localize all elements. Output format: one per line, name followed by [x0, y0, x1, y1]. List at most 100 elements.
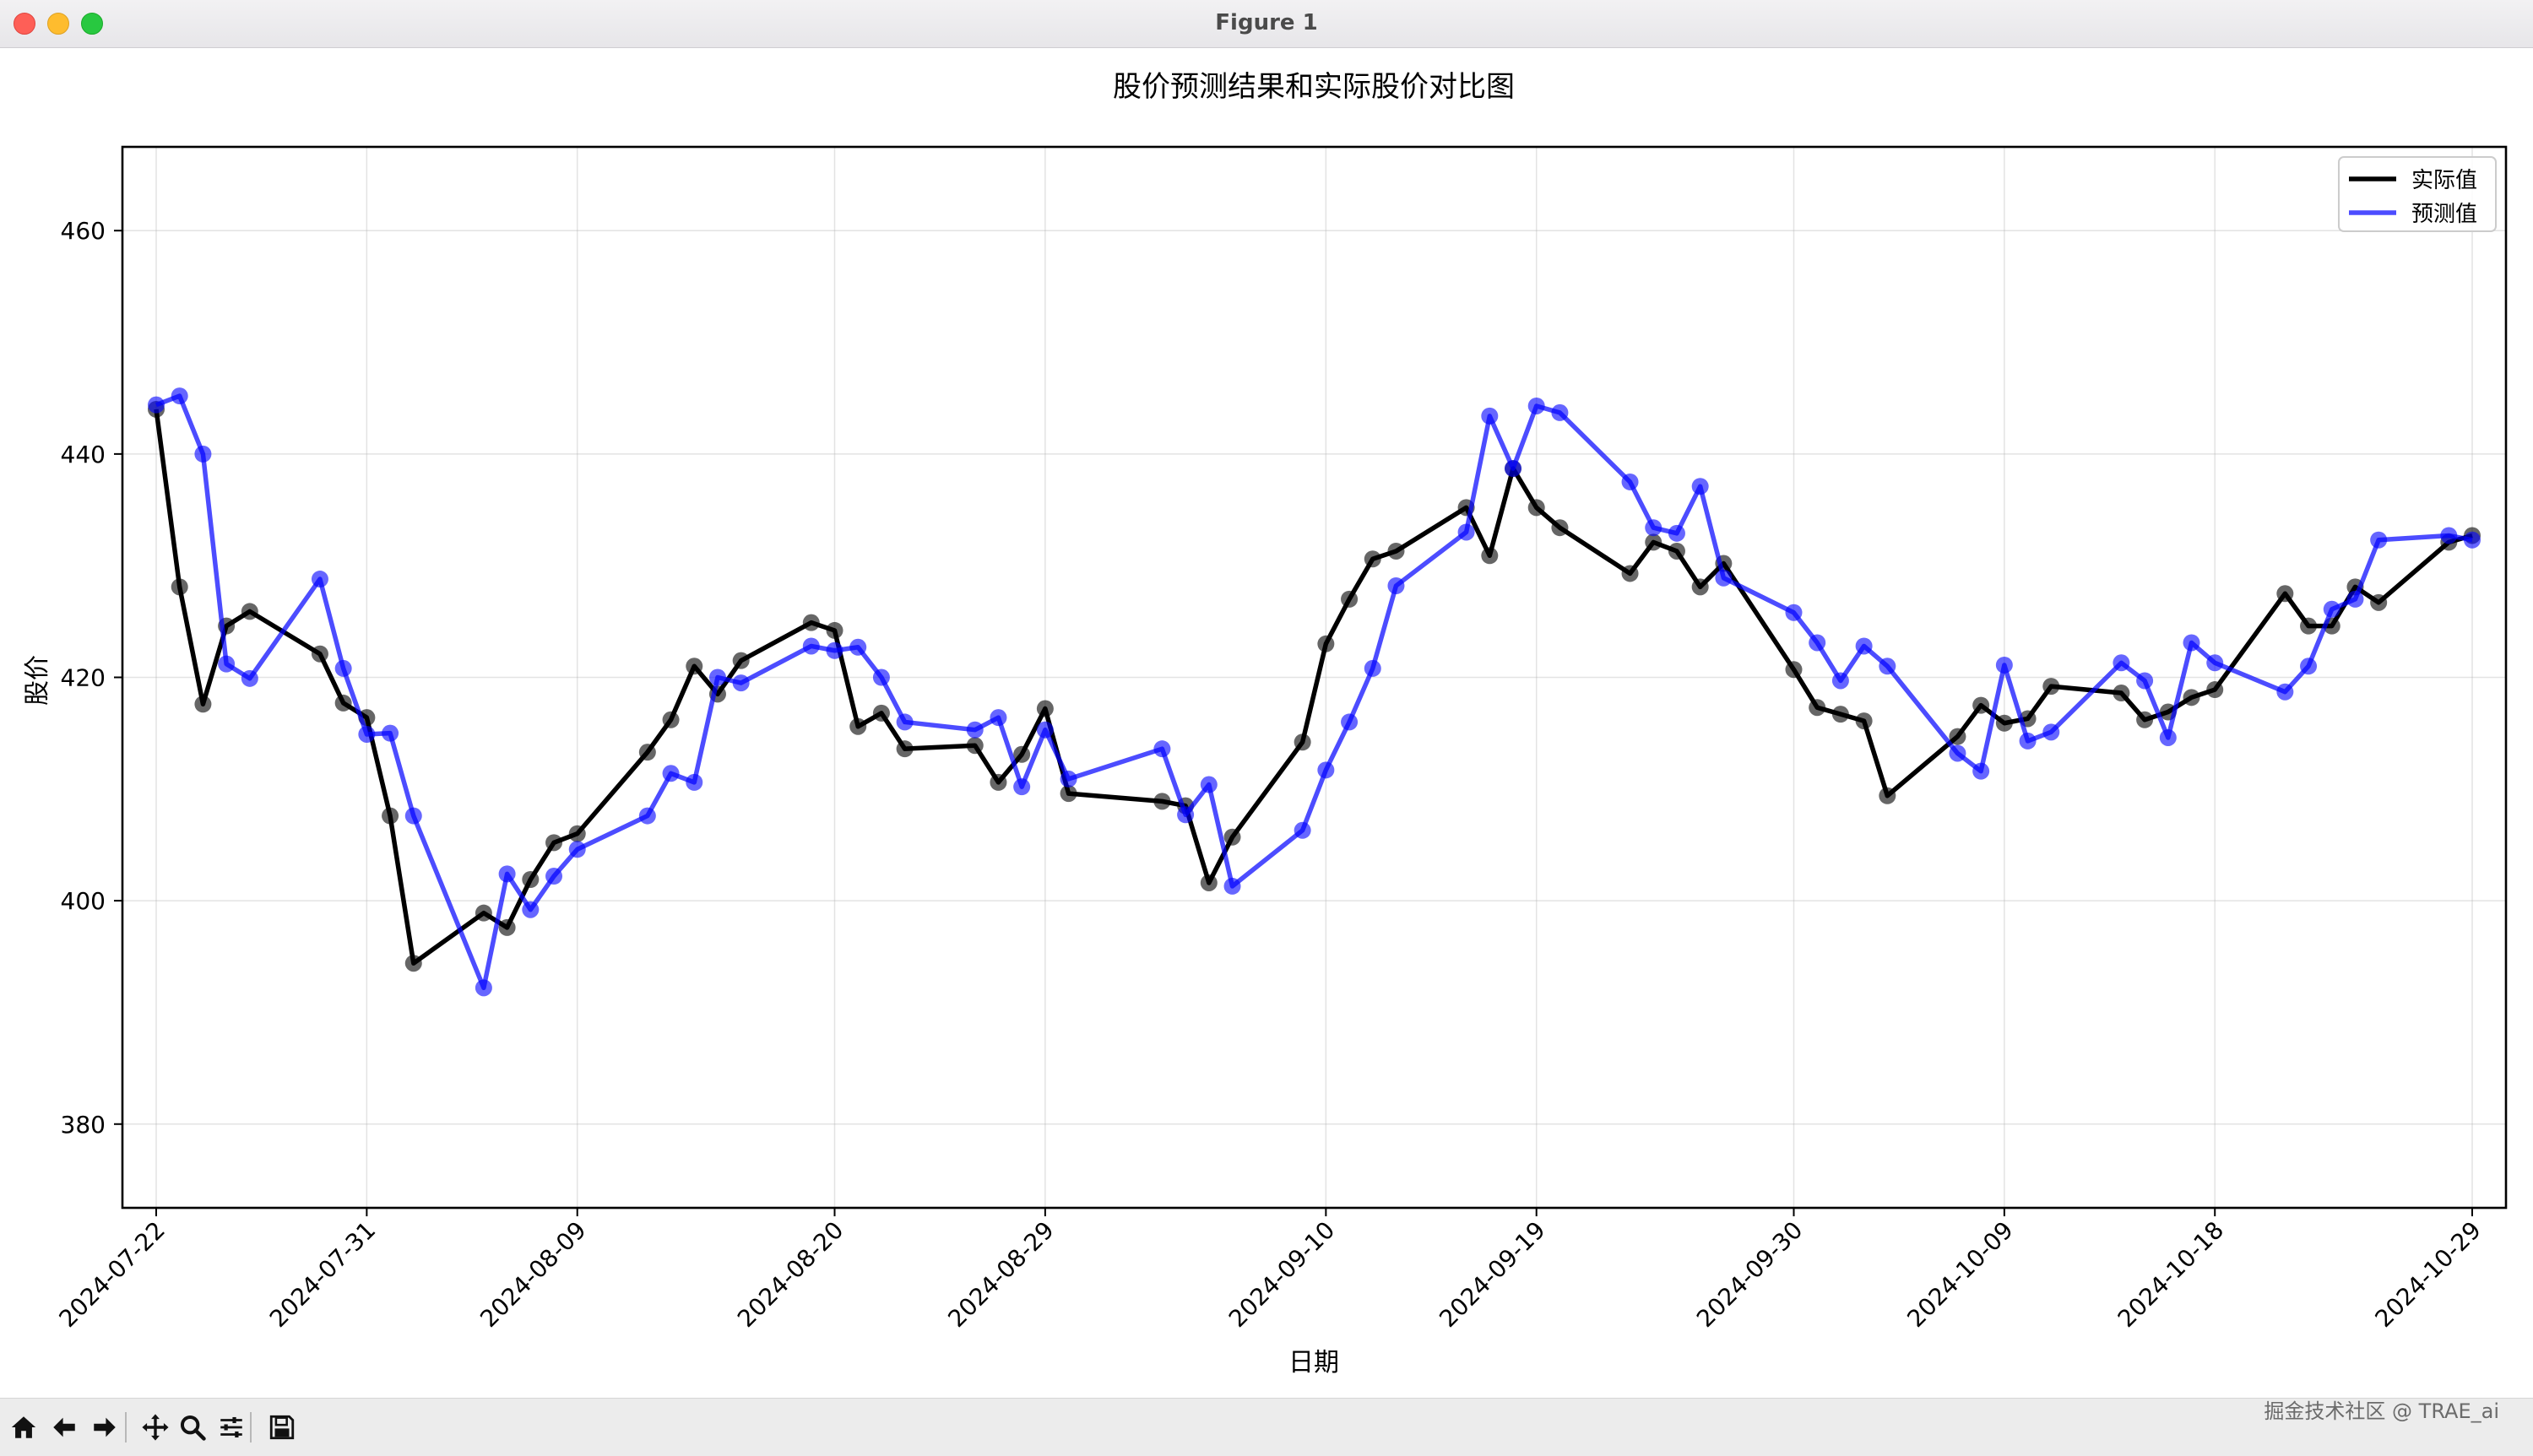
data-point — [1060, 770, 1077, 788]
minimize-window-button[interactable] — [47, 13, 69, 35]
data-point — [2183, 689, 2200, 706]
data-point — [498, 918, 516, 936]
data-point — [826, 621, 843, 639]
y-tick-label: 460 — [61, 217, 106, 245]
data-point — [522, 901, 540, 918]
chart-title: 股价预测结果和实际股价对比图 — [1113, 70, 1515, 104]
data-point — [1972, 762, 1990, 780]
data-point — [2042, 678, 2060, 696]
data-point — [1036, 721, 1054, 739]
data-point — [1715, 569, 1733, 587]
data-point — [241, 603, 258, 620]
data-point — [498, 865, 516, 883]
y-tick-label: 440 — [61, 441, 106, 468]
data-point — [2113, 654, 2130, 672]
data-point — [2042, 723, 2060, 741]
data-point — [2346, 590, 2364, 608]
toolbar-separator — [125, 1412, 127, 1442]
data-point — [849, 717, 867, 735]
data-point — [1949, 728, 1966, 745]
window-title: Figure 1 — [1215, 10, 1318, 35]
data-point — [732, 674, 750, 692]
data-point — [1645, 533, 1662, 551]
data-point — [1200, 874, 1218, 891]
back-arrow-icon[interactable] — [47, 1410, 81, 1444]
data-point — [311, 571, 328, 588]
data-point — [475, 979, 492, 997]
data-point — [1995, 714, 2013, 732]
data-point — [382, 724, 399, 742]
data-point — [2370, 531, 2388, 549]
data-point — [1668, 524, 1685, 542]
data-point — [311, 645, 328, 663]
data-point — [1013, 745, 1031, 763]
data-point — [708, 668, 726, 686]
data-point — [2323, 600, 2340, 618]
data-point — [358, 725, 376, 743]
data-point — [2136, 711, 2154, 728]
data-point — [1317, 635, 1335, 652]
data-point — [171, 578, 188, 596]
data-point — [1621, 473, 1639, 490]
data-point — [545, 834, 563, 852]
data-point — [1809, 634, 1826, 652]
data-point — [404, 807, 422, 825]
close-window-button[interactable] — [14, 13, 35, 35]
y-tick-label: 380 — [61, 1111, 106, 1139]
data-point — [966, 737, 984, 755]
data-point — [1621, 565, 1639, 582]
data-point — [475, 904, 492, 922]
data-point — [1387, 577, 1405, 595]
data-point — [382, 807, 399, 825]
data-point — [1481, 547, 1499, 565]
data-point — [802, 614, 820, 631]
data-point — [1855, 712, 1873, 730]
data-point — [1995, 656, 2013, 674]
data-point — [1223, 828, 1241, 846]
data-point — [1294, 821, 1311, 839]
data-point — [896, 713, 914, 731]
legend-label: 实际值 — [2411, 168, 2477, 193]
series-actual — [148, 400, 2481, 972]
figure-background — [0, 48, 2533, 1397]
data-point — [872, 704, 890, 722]
data-point — [522, 870, 540, 888]
save-figure-icon[interactable] — [265, 1410, 299, 1444]
data-point — [1153, 793, 1171, 810]
data-point — [662, 711, 680, 728]
data-point — [638, 807, 656, 825]
data-point — [1551, 403, 1569, 421]
zoom-window-button[interactable] — [81, 13, 103, 35]
data-point — [1013, 778, 1031, 796]
data-point — [2206, 654, 2224, 672]
data-point — [148, 396, 165, 414]
data-point — [802, 637, 820, 655]
data-point — [1200, 776, 1218, 793]
data-point — [826, 641, 843, 659]
data-point — [1364, 550, 1381, 568]
data-point — [1645, 519, 1662, 537]
data-point — [1785, 604, 1803, 621]
home-icon[interactable] — [7, 1410, 41, 1444]
pan-icon[interactable] — [138, 1410, 172, 1444]
watermark: 掘金技术社区 @ TRAE_ai — [2264, 1399, 2499, 1423]
data-point — [966, 721, 984, 739]
data-point — [241, 669, 258, 687]
configure-subplots-icon[interactable] — [214, 1410, 248, 1444]
data-point — [2440, 527, 2458, 544]
window-titlebar: Figure 1 — [0, 0, 2533, 48]
data-point — [2276, 585, 2294, 603]
data-point — [2300, 617, 2318, 635]
data-point — [218, 655, 236, 673]
data-point — [1972, 696, 1990, 714]
data-point — [2183, 634, 2200, 652]
y-tick-label: 400 — [61, 887, 106, 915]
data-point — [1060, 785, 1077, 803]
data-point — [1341, 590, 1359, 608]
data-point — [404, 955, 422, 972]
forward-arrow-icon[interactable] — [88, 1410, 122, 1444]
zoom-icon[interactable] — [176, 1410, 209, 1444]
data-point — [1949, 744, 1966, 762]
data-point — [638, 744, 656, 761]
data-point — [1831, 706, 1849, 723]
